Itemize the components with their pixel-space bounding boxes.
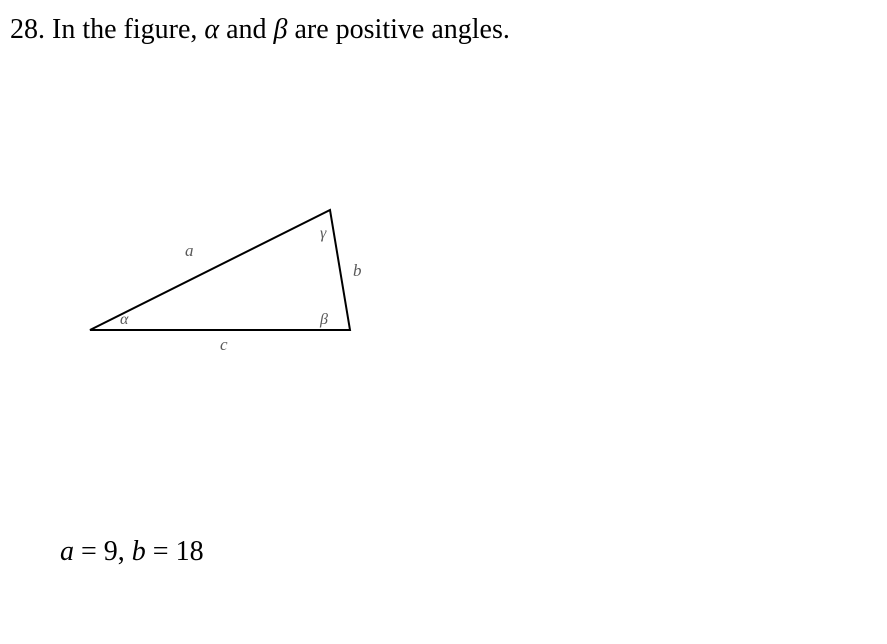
question-mid: and [219, 14, 273, 45]
given-equals-1: = [74, 536, 104, 567]
triangle-svg: α β γ a b c [80, 180, 380, 370]
side-b-label: b [353, 261, 362, 280]
given-a-label: a [60, 536, 74, 567]
given-b-label: b [132, 536, 146, 567]
question-beta: β [274, 14, 288, 45]
question-line: 28. In the figure, α and β are positive … [10, 14, 510, 46]
question-alpha: α [204, 14, 219, 45]
triangle-shape [90, 210, 350, 330]
given-values: a = 9, b = 18 [60, 536, 204, 568]
side-a-label: a [185, 241, 194, 260]
angle-beta-label: β [319, 311, 328, 328]
given-equals-2: = [146, 536, 176, 567]
angle-gamma-label: γ [320, 225, 327, 242]
side-c-label: c [220, 335, 228, 354]
angle-alpha-label: α [120, 311, 129, 328]
question-number: 28. [10, 14, 45, 45]
given-b-value: 18 [176, 536, 204, 567]
given-separator: , [118, 536, 132, 567]
given-a-value: 9 [104, 536, 118, 567]
triangle-figure: α β γ a b c [80, 180, 370, 360]
question-suffix: are positive angles. [287, 14, 509, 45]
question-prefix: In the figure, [52, 14, 204, 45]
